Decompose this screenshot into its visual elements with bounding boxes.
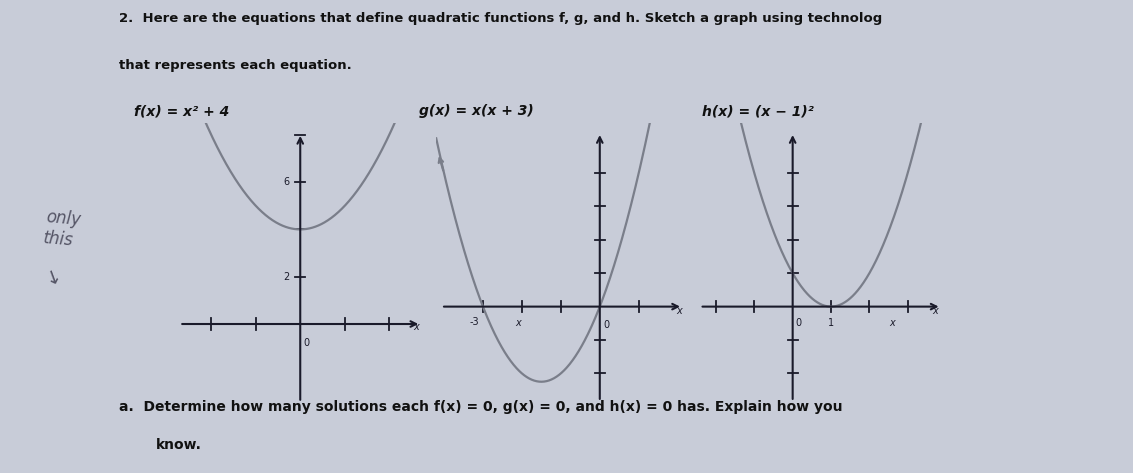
Text: x: x [676, 306, 682, 315]
Text: f(x) = x² + 4: f(x) = x² + 4 [134, 104, 229, 118]
Text: 0: 0 [603, 320, 610, 330]
Text: 0: 0 [795, 318, 802, 328]
Text: -3: -3 [469, 316, 479, 327]
Text: only
this: only this [43, 208, 82, 250]
Text: 1: 1 [828, 318, 834, 328]
Text: 6: 6 [283, 177, 289, 187]
Text: x: x [414, 322, 419, 333]
Text: x: x [932, 306, 938, 315]
Text: 2.  Here are the equations that define quadratic functions f, g, and h. Sketch a: 2. Here are the equations that define qu… [119, 12, 883, 25]
Text: a.  Determine how many solutions each f(x) = 0, g(x) = 0, and h(x) = 0 has. Expl: a. Determine how many solutions each f(x… [119, 400, 843, 414]
Text: ↓: ↓ [43, 265, 65, 289]
Text: know.: know. [156, 438, 202, 452]
Text: g(x) = x(x + 3): g(x) = x(x + 3) [419, 104, 534, 118]
Text: h(x) = (x − 1)²: h(x) = (x − 1)² [702, 104, 815, 118]
Text: that represents each equation.: that represents each equation. [119, 59, 351, 72]
Text: x: x [516, 318, 521, 328]
Text: 2: 2 [283, 272, 289, 282]
Text: 0: 0 [304, 338, 310, 348]
Text: x: x [889, 318, 895, 328]
